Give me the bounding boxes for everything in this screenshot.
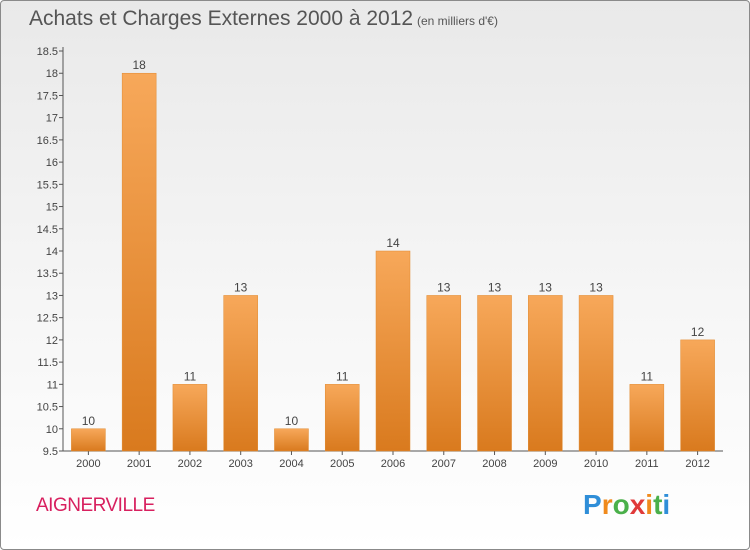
y-tick-label: 17.5 — [37, 90, 58, 102]
x-axis: 2000 2001 2002 2003 2004 2005 2006 2007 2008 2009… — [63, 450, 723, 470]
data-label-2003: 13 — [234, 280, 248, 294]
y-tick-label: 12 — [46, 335, 58, 347]
y-tick-label: 17 — [46, 113, 58, 125]
bar-2006 — [375, 250, 411, 452]
chart-title: Achats et Charges Externes 2000 à 2012 — [29, 7, 414, 30]
y-tick-label: 9.5 — [43, 446, 58, 458]
bar-2012 — [680, 339, 715, 452]
bar-2002 — [172, 384, 208, 452]
bar-2005 — [324, 384, 360, 452]
data-label-2010: 13 — [589, 280, 603, 294]
x-tick-label-2004: 2004 — [279, 458, 303, 470]
data-label-2000: 10 — [82, 414, 96, 428]
x-tick-label-2012: 2012 — [685, 458, 709, 470]
data-label-2002: 11 — [184, 369, 197, 383]
x-tick-label-2007: 2007 — [432, 458, 456, 470]
x-tick-label-2001: 2001 — [127, 458, 151, 470]
x-tick-label-2006: 2006 — [381, 458, 405, 470]
y-tick-label: 13 — [46, 290, 58, 302]
data-label-2001: 18 — [132, 58, 146, 72]
data-label-2008: 13 — [488, 280, 502, 294]
y-tick-label: 13.5 — [37, 268, 58, 280]
data-label-2004: 10 — [285, 414, 299, 428]
y-tick-label: 10 — [46, 424, 58, 436]
y-tick-label: 16.5 — [37, 135, 58, 147]
bar-2008 — [477, 295, 512, 452]
y-tick-label: 18 — [46, 68, 58, 80]
y-tick-label: 12.5 — [37, 313, 58, 325]
y-tick-label: 15 — [46, 202, 58, 214]
bar-2011 — [629, 384, 665, 452]
data-label-2005: 11 — [336, 369, 349, 383]
data-label-2011: 11 — [641, 369, 654, 383]
y-tick-label: 15.5 — [37, 179, 58, 191]
commune-name: AIGNERVILLE — [36, 495, 155, 516]
x-tick-label-2008: 2008 — [482, 458, 506, 470]
bar-2009 — [528, 295, 563, 452]
bar-2004 — [274, 428, 309, 452]
data-label-2009: 13 — [539, 280, 553, 294]
x-tick-label-2009: 2009 — [533, 458, 557, 470]
y-tick-label: 11.5 — [37, 357, 58, 369]
bar-2007 — [426, 295, 462, 452]
bars: 10 18 11 13 10 11 14 13 13 13 13 11 12 — [71, 58, 715, 452]
data-label-2012: 12 — [691, 325, 705, 339]
x-tick-label-2002: 2002 — [178, 458, 202, 470]
y-tick-label: 18.5 — [37, 46, 58, 58]
y-tick-label: 14.5 — [37, 224, 58, 236]
bar-2000 — [71, 428, 106, 452]
x-tick-label-2011: 2011 — [635, 458, 659, 470]
data-label-2007: 13 — [437, 280, 451, 294]
x-tick-label-2005: 2005 — [330, 458, 354, 470]
bar-2003 — [223, 295, 258, 452]
bar-2010 — [578, 295, 614, 452]
x-tick-label-2000: 2000 — [76, 458, 100, 470]
y-tick-label: 10.5 — [37, 402, 58, 414]
bar-2001 — [121, 72, 157, 452]
y-axis: 9.5 10 10.5 11 11.5 12 12.5 13 13.5 14 14.5 15 15.5 1… — [37, 46, 64, 458]
proxiti-logo[interactable]: Proxiti — [583, 489, 671, 520]
y-tick-label: 11 — [47, 379, 58, 391]
chart-unit: (en milliers d'€) — [417, 14, 498, 28]
data-label-2006: 14 — [386, 236, 400, 250]
y-tick-label: 16 — [46, 157, 58, 169]
x-tick-label-2003: 2003 — [228, 458, 252, 470]
y-tick-label: 14 — [46, 246, 58, 258]
x-tick-label-2010: 2010 — [584, 458, 608, 470]
